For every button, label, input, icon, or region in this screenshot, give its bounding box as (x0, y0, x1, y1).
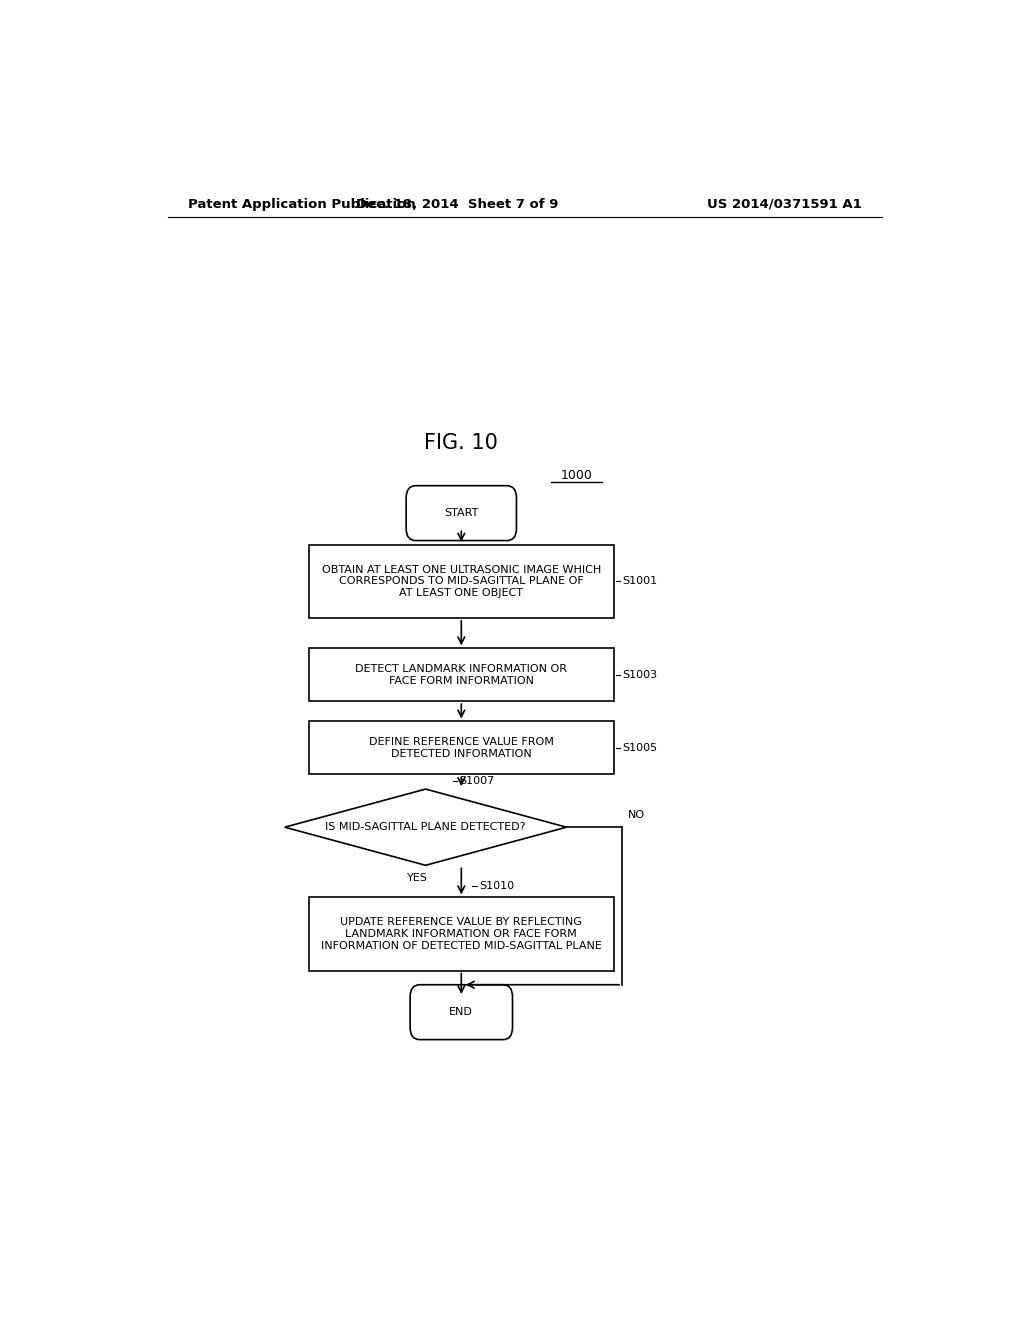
Text: Patent Application Publication: Patent Application Publication (187, 198, 416, 211)
Text: 1000: 1000 (560, 469, 592, 482)
Text: S1010: S1010 (479, 880, 514, 891)
Text: FIG. 10: FIG. 10 (424, 433, 499, 453)
Text: YES: YES (408, 874, 428, 883)
Text: DEFINE REFERENCE VALUE FROM
DETECTED INFORMATION: DEFINE REFERENCE VALUE FROM DETECTED INF… (369, 737, 554, 759)
Bar (308, 545, 614, 618)
Text: DETECT LANDMARK INFORMATION OR
FACE FORM INFORMATION: DETECT LANDMARK INFORMATION OR FACE FORM… (355, 664, 567, 685)
Text: Dec. 18, 2014  Sheet 7 of 9: Dec. 18, 2014 Sheet 7 of 9 (356, 198, 558, 211)
Text: START: START (444, 508, 478, 519)
Text: S1001: S1001 (622, 577, 657, 586)
Polygon shape (285, 789, 566, 866)
Bar (308, 898, 614, 970)
Bar (308, 722, 614, 775)
Bar (308, 648, 614, 701)
Text: END: END (450, 1007, 473, 1018)
Text: S1003: S1003 (622, 669, 657, 680)
FancyBboxPatch shape (411, 985, 512, 1040)
Text: OBTAIN AT LEAST ONE ULTRASONIC IMAGE WHICH
CORRESPONDS TO MID-SAGITTAL PLANE OF
: OBTAIN AT LEAST ONE ULTRASONIC IMAGE WHI… (322, 565, 601, 598)
FancyBboxPatch shape (407, 486, 516, 541)
Text: US 2014/0371591 A1: US 2014/0371591 A1 (708, 198, 862, 211)
Text: IS MID-SAGITTAL PLANE DETECTED?: IS MID-SAGITTAL PLANE DETECTED? (326, 822, 526, 832)
Text: S1005: S1005 (622, 743, 657, 752)
Text: NO: NO (629, 810, 645, 820)
Text: S1007: S1007 (459, 776, 495, 785)
Text: UPDATE REFERENCE VALUE BY REFLECTING
LANDMARK INFORMATION OR FACE FORM
INFORMATI: UPDATE REFERENCE VALUE BY REFLECTING LAN… (321, 917, 602, 950)
